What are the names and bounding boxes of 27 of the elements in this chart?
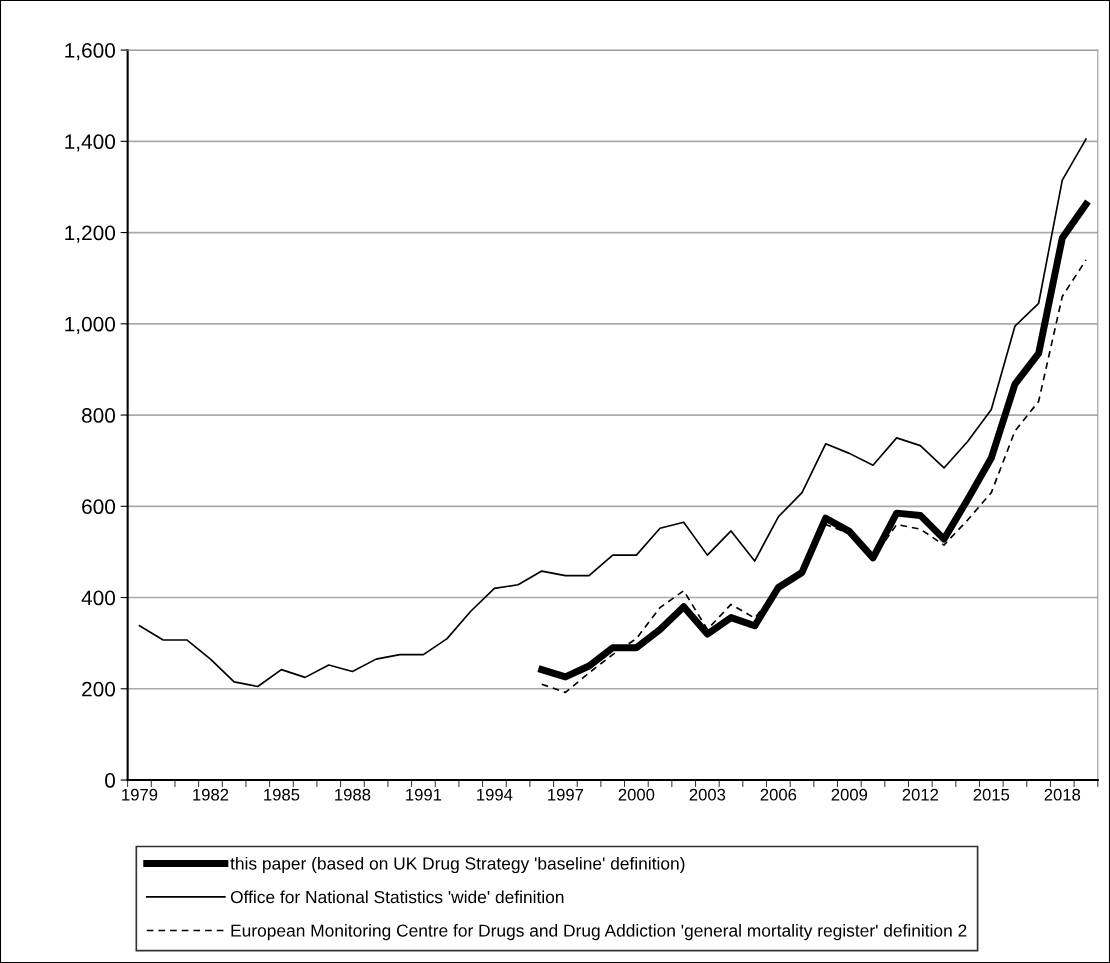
y-tick-label: 1,400 xyxy=(65,134,116,152)
line-series xyxy=(138,138,1087,688)
x-tick-label: 2012 xyxy=(902,788,939,801)
x-tick-label: 2009 xyxy=(831,788,868,801)
y-tick-label: 800 xyxy=(81,408,116,423)
x-tick-label: 1994 xyxy=(477,788,513,801)
y-tick-label: 1,000 xyxy=(65,316,116,335)
y-tick-label: 600 xyxy=(82,499,116,515)
x-tick-label: 1988 xyxy=(335,788,371,801)
legend-label: this paper (based on UK Drug Strategy 'baseline' definition) xyxy=(230,856,685,874)
legend-label: European Monitoring Centre for Drugs and Drug Addiction 'general mortality register' definition 2 xyxy=(231,924,967,941)
x-tick-label: 1997 xyxy=(548,788,584,801)
y-tick-label: 1,200 xyxy=(65,225,116,243)
x-tick-label: 1991 xyxy=(406,788,442,801)
x-tick-label: 1985 xyxy=(264,788,300,801)
y-tick-label: 400 xyxy=(81,590,116,606)
x-tick-label: 1982 xyxy=(193,788,229,801)
x-tick-label: 2018 xyxy=(1044,788,1081,801)
x-tick-label: 1979 xyxy=(122,788,158,801)
x-tick-label: 2006 xyxy=(760,788,797,801)
y-tick-label: 200 xyxy=(82,681,116,697)
x-tick-label: 2003 xyxy=(689,788,726,801)
legend-label: Office for National Statistics 'wide' definition xyxy=(230,890,564,904)
x-tick-label: 2000 xyxy=(618,788,655,801)
x-tick-label: 2015 xyxy=(973,788,1010,801)
y-tick-label: 1,600 xyxy=(65,43,116,61)
y-tick-label: 0 xyxy=(105,773,116,788)
